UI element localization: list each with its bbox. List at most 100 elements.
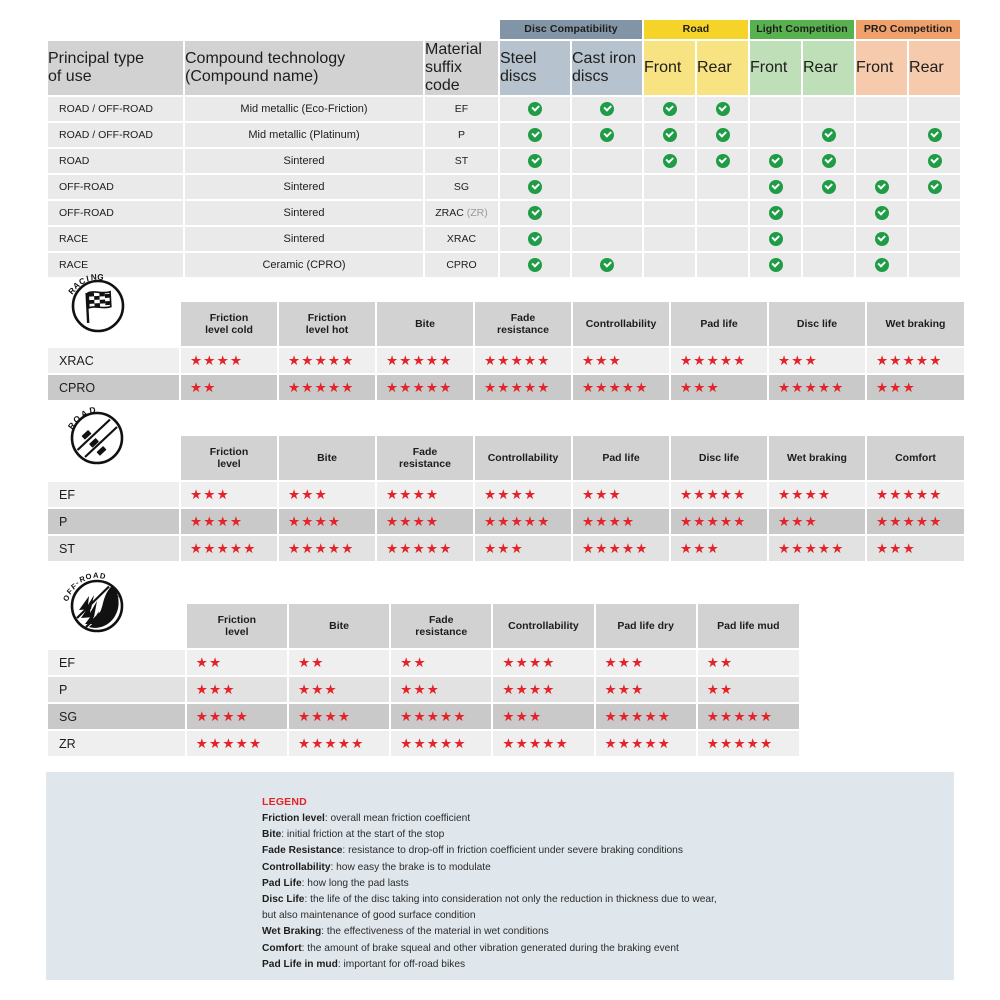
svg-text:A: A bbox=[93, 572, 99, 580]
offroad-col-header-pad-life-mud: Pad life mud bbox=[697, 604, 799, 648]
cell-compatibility bbox=[803, 123, 855, 147]
banner-spacer bbox=[48, 20, 183, 39]
road-rating-cell: ★★★★ bbox=[377, 509, 473, 534]
star-rating: ★★★★★ bbox=[400, 708, 467, 724]
svg-text:O: O bbox=[63, 593, 72, 603]
cell-compound-technology: Sintered bbox=[185, 149, 423, 173]
cell-suffix-code: ZRAC (ZR) bbox=[425, 201, 498, 225]
road-col-header-wet-braking: Wet braking bbox=[769, 436, 865, 480]
racing-rating-cell: ★★ bbox=[181, 375, 277, 400]
star-rating: ★★ bbox=[706, 654, 734, 670]
road-row-label: P bbox=[48, 509, 179, 534]
header-row: Friction level cold Friction level hot Bite F… bbox=[48, 302, 964, 346]
road-rating-cell: ★★★★ bbox=[475, 482, 571, 507]
cell-compatibility bbox=[750, 201, 801, 225]
table-row: OFF-ROAD Sintered SG bbox=[48, 175, 961, 199]
check-icon bbox=[600, 101, 614, 116]
table-row: ZR ★★★★★ ★★★★★ ★★★★★ ★★★★★ ★★★★★ ★★★★★ bbox=[48, 731, 799, 756]
star-rating: ★★★ bbox=[582, 352, 622, 368]
cell-compatibility bbox=[856, 227, 908, 251]
cell-compatibility bbox=[572, 227, 642, 251]
racing-col-header-friction-level-cold: Friction level cold bbox=[181, 302, 277, 346]
star-rating: ★★★★ bbox=[386, 513, 440, 529]
cell-compatibility bbox=[572, 201, 642, 225]
badge-cell bbox=[48, 436, 179, 480]
offroad-rating-cell: ★★★★★ bbox=[595, 704, 696, 729]
star-rating: ★★★★★ bbox=[288, 379, 355, 395]
cell-compatibility bbox=[572, 97, 642, 121]
cell-compatibility bbox=[803, 227, 855, 251]
check-icon bbox=[768, 205, 783, 220]
offroad-rating-cell: ★★★★★ bbox=[697, 731, 799, 756]
compatibility-table: Disc Compatibility Road Light Competition P… bbox=[46, 18, 962, 279]
legend-entry: Comfort: the amount of brake squeal and … bbox=[262, 942, 679, 954]
cell-principal-use: OFF-ROAD bbox=[48, 201, 183, 225]
legend-entry: Bite: initial friction at the start of t… bbox=[262, 829, 445, 841]
table-row: RACE Sintered XRAC bbox=[48, 227, 961, 251]
offroad-rating-cell: ★★★★★ bbox=[391, 704, 492, 729]
star-rating: ★★★★ bbox=[195, 708, 249, 724]
star-rating: ★★★★ bbox=[297, 708, 352, 724]
racing-rating-cell: ★★★ bbox=[671, 375, 767, 400]
cell-compatibility bbox=[856, 123, 908, 147]
star-rating: ★★★★★ bbox=[386, 540, 453, 556]
cell-compatibility bbox=[697, 227, 748, 251]
cell-compatibility bbox=[697, 149, 748, 173]
road-rating-cell: ★★★★ bbox=[181, 509, 277, 534]
svg-text:O: O bbox=[71, 413, 83, 425]
racing-row-label: XRAC bbox=[48, 348, 179, 373]
star-rating: ★★ bbox=[400, 654, 427, 670]
cell-compatibility bbox=[644, 149, 695, 173]
table-row: XRAC ★★★★ ★★★★★ ★★★★★ ★★★★★ ★★★ ★★★★★ ★★★ ★★★★★ bbox=[48, 348, 964, 373]
banner-spacer bbox=[425, 20, 498, 39]
star-rating: ★★★★ bbox=[582, 513, 636, 529]
road-rating-cell: ★★★ bbox=[769, 509, 865, 534]
offroad-rating-cell: ★★ bbox=[391, 650, 492, 675]
banner-pro-competition: PRO Competition bbox=[856, 20, 961, 39]
star-rating: ★★★★★ bbox=[386, 352, 453, 368]
road-rating-cell: ★★★ bbox=[475, 536, 571, 561]
badge-cell bbox=[48, 302, 179, 346]
check-icon bbox=[528, 127, 542, 142]
check-icon bbox=[874, 179, 889, 194]
star-rating: ★★★★ bbox=[502, 654, 556, 670]
star-rating: ★★★★★ bbox=[778, 379, 845, 395]
check-icon bbox=[528, 153, 542, 168]
road-rating-cell: ★★★★★ bbox=[377, 536, 473, 561]
table-row: RACE Ceramic (CPRO) CPRO bbox=[48, 253, 961, 277]
banner-disc-compatibility: Disc Compatibility bbox=[500, 20, 642, 39]
offroad-col-header-controllability: Controllability bbox=[493, 604, 594, 648]
cell-compound-technology: Mid metallic (Platinum) bbox=[185, 123, 423, 147]
cell-compatibility bbox=[856, 175, 908, 199]
star-rating: ★★★★★ bbox=[876, 513, 943, 529]
road-rating-cell: ★★★★ bbox=[279, 509, 375, 534]
cell-compatibility bbox=[803, 149, 855, 173]
cell-compatibility bbox=[750, 253, 801, 277]
road-col-header-fade-resistance: Fade resistance bbox=[377, 436, 473, 480]
check-icon bbox=[528, 231, 542, 246]
table-row: EF ★★★ ★★★ ★★★★ ★★★★ ★★★ ★★★★★ ★★★★ ★★★★★ bbox=[48, 482, 964, 507]
star-rating: ★★★★ bbox=[502, 681, 556, 697]
cell-compatibility bbox=[697, 123, 748, 147]
svg-text:R: R bbox=[66, 420, 78, 431]
check-icon bbox=[600, 127, 614, 142]
cell-principal-use: ROAD / OFF-ROAD bbox=[48, 97, 183, 121]
offroad-rating-cell: ★★★ bbox=[186, 677, 287, 702]
offroad-rating-cell: ★★★★★ bbox=[288, 731, 390, 756]
cell-compatibility bbox=[909, 253, 961, 277]
check-icon bbox=[528, 179, 542, 194]
cell-principal-use: ROAD / OFF-ROAD bbox=[48, 123, 183, 147]
offroad-col-header-bite: Bite bbox=[288, 604, 390, 648]
offroad-rating-cell: ★★★★★ bbox=[595, 731, 696, 756]
svg-text:D: D bbox=[99, 572, 107, 581]
cell-suffix-code: CPRO bbox=[425, 253, 498, 277]
table-row: ROAD / OFF-ROAD Mid metallic (Platinum) P bbox=[48, 123, 961, 147]
cell-compatibility bbox=[500, 175, 570, 199]
check-icon bbox=[715, 153, 730, 168]
banner-road: Road bbox=[644, 20, 748, 39]
road-rating-cell: ★★★★ bbox=[573, 509, 669, 534]
cell-principal-use: RACE bbox=[48, 253, 183, 277]
cell-compatibility bbox=[856, 97, 908, 121]
road-rating-cell: ★★★ bbox=[867, 536, 964, 561]
check-icon bbox=[768, 153, 783, 168]
